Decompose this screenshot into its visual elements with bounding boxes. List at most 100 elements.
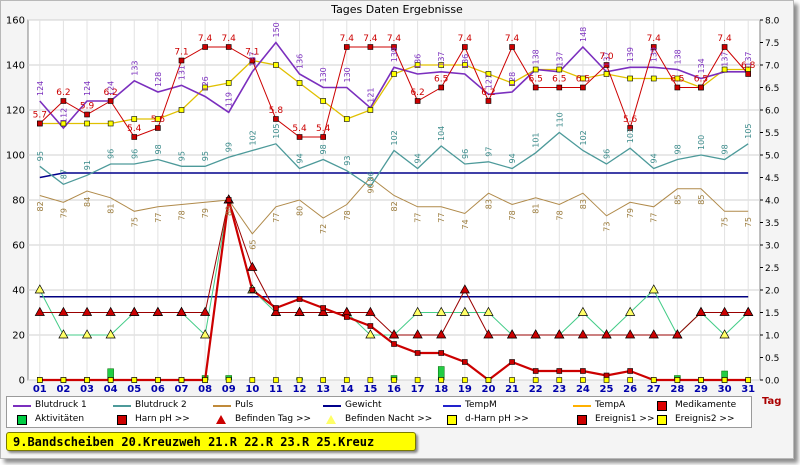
befinden-tag-marker [648, 329, 659, 339]
harn-ph-marker [273, 116, 279, 122]
puls-label: 81 [107, 204, 116, 214]
blutdruck-1-label: 133 [130, 60, 139, 75]
x-tick-label: 07 [175, 384, 189, 395]
y-tick-label: 20 [12, 331, 25, 342]
befinden-nacht-marker [648, 284, 659, 294]
harn-ph-label: 5.6 [151, 115, 166, 125]
d-harn-ph-marker [391, 71, 397, 77]
puls-label: 82 [390, 201, 399, 211]
y2-tick-label: 0.0 [765, 377, 780, 387]
blutdruck-1-label: 137 [744, 51, 753, 66]
puls-label: 65 [248, 240, 257, 250]
blutdruck-1-label: 136 [296, 54, 305, 69]
puls-line [39, 176, 749, 235]
blutdruck-2-label: 95 [177, 151, 186, 161]
befinden-nacht-marker [436, 306, 447, 316]
blutdruck-2-label: 95 [36, 151, 45, 161]
y-tick-label: 160 [6, 16, 25, 27]
harn-ph-marker [485, 98, 492, 104]
ereignis1-marker [462, 359, 468, 365]
blutdruck-1-label: 137 [555, 51, 564, 66]
x-tick-label: 30 [718, 384, 732, 395]
puls-label: 78 [508, 210, 517, 220]
ereignis1-marker [225, 197, 232, 203]
legend-label: Aktivitäten [35, 414, 85, 424]
ereignis2-marker [296, 377, 303, 383]
harn-ph-marker [178, 57, 185, 64]
puls-label: 79 [626, 208, 635, 218]
blutdruck-2-label: 94 [414, 153, 423, 163]
x-tick-label: 29 [694, 384, 708, 395]
harn-ph-marker [320, 134, 326, 140]
ereignis1-marker [391, 341, 397, 347]
blutdruck-2-label: 103 [626, 128, 635, 143]
befinden-tag-marker [436, 329, 447, 339]
legend-swatch-line [113, 405, 131, 407]
harn-ph-label: 6.5 [576, 75, 590, 85]
legend-swatch-line [323, 405, 341, 407]
harn-ph-marker [343, 44, 350, 50]
blutdruck-1-label: 119 [225, 92, 234, 107]
y2-tick-label: 7.0 [765, 62, 780, 72]
befinden-nacht-marker [58, 329, 69, 339]
blutdruck-1-label: 136 [461, 54, 470, 69]
puls-label: 80 [225, 206, 234, 216]
d-harn-ph-marker [296, 80, 303, 86]
gewicht-line [39, 172, 749, 179]
y2-tick-label: 2.0 [765, 287, 780, 297]
harn-ph-label: 6.2 [56, 88, 70, 98]
harn-ph-marker [202, 44, 208, 50]
x-tick-label: 22 [529, 384, 543, 395]
y2-tick-label: 5.0 [765, 152, 780, 162]
x-tick-label: 26 [623, 384, 637, 395]
legend-swatch-triangle [326, 415, 336, 424]
puls-label: 84 [83, 197, 92, 207]
harn-ph-label: 5.6 [623, 115, 638, 125]
harn-ph-marker [745, 71, 751, 77]
x-tick-label: 12 [293, 384, 307, 395]
chart-plot: 0204060801001201401600.00.51.01.52.02.53… [6, 16, 782, 408]
y2-tick-label: 6.5 [765, 84, 779, 94]
blutdruck-2-label: 96 [107, 149, 116, 159]
legend-swatch-box [447, 415, 457, 425]
blutdruck-1-label: 136 [414, 54, 423, 69]
harn-ph-marker [698, 84, 704, 91]
blutdruck-1-label: 112 [59, 108, 68, 123]
blutdruck-1-label: 137 [437, 51, 446, 66]
d-harn-ph-marker [721, 66, 728, 73]
legend-swatch-line [573, 405, 591, 407]
ereignis1-marker [509, 359, 515, 365]
ereignis1-marker [367, 323, 374, 329]
x-axis-label: Tag [762, 396, 781, 407]
blutdruck-2-label: 93 [343, 156, 352, 166]
puls-label: 85 [673, 195, 682, 205]
legend-label: Blutdruck 2 [135, 400, 187, 410]
blutdruck-1-label: 138 [532, 49, 541, 64]
blutdruck-2-label: 102 [248, 130, 257, 145]
ereignis2-marker [650, 377, 657, 383]
y2-tick-label: 2.5 [765, 264, 779, 274]
x-tick-label: 06 [151, 384, 165, 395]
x-tick-label: 31 [741, 384, 755, 395]
legend-label: Puls [235, 400, 254, 410]
puls-label: 83 [579, 199, 588, 209]
legend-swatch-triangle [216, 415, 226, 424]
legend-swatch-box [657, 415, 667, 425]
blutdruck-2-label: 98 [154, 144, 163, 154]
puls-label: 85 [697, 195, 706, 205]
d-harn-ph-marker [414, 62, 421, 68]
harn-ph-marker [627, 125, 633, 131]
ereignis2-marker [414, 377, 421, 383]
legend-swatch-line [443, 405, 461, 407]
x-tick-label: 14 [340, 384, 354, 395]
ereignis2-marker [60, 377, 67, 383]
befinden-tag-marker [625, 329, 636, 339]
blutdruck-2-label: 96 [603, 149, 612, 159]
blutdruck-2-line [39, 131, 749, 188]
blutdruck-2-label: 95 [201, 151, 210, 161]
ereignis2-marker [84, 377, 90, 383]
ereignis1-marker [556, 368, 563, 374]
legend-swatch-box [117, 415, 127, 425]
blutdruck-1-label: 137 [248, 51, 257, 66]
y-tick-label: 0 [19, 376, 25, 387]
